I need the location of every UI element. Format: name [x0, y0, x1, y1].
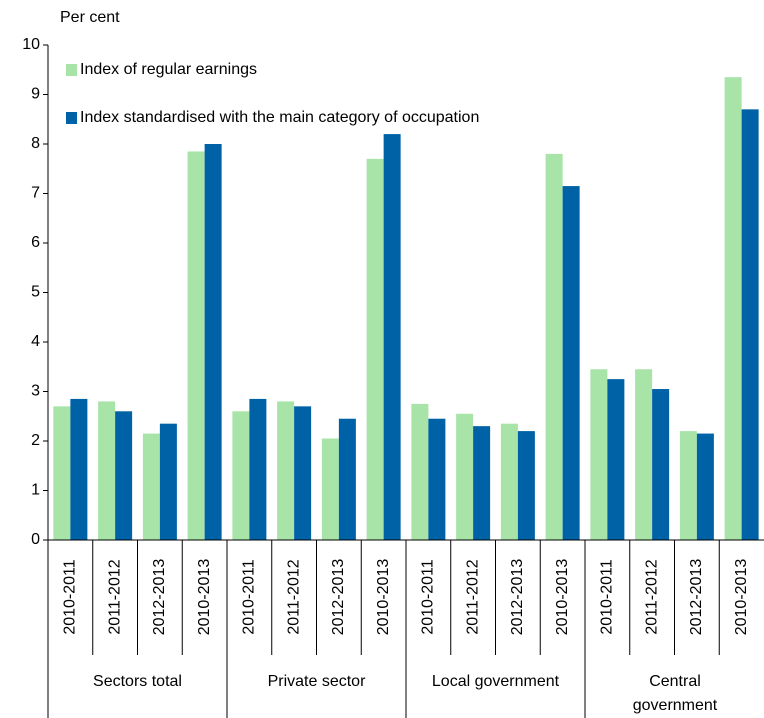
y-tick-label: 5	[31, 284, 40, 301]
y-tick-label: 3	[31, 383, 40, 400]
x-tick-label: 2010-2011	[599, 559, 616, 634]
bar	[70, 398, 88, 540]
y-tick-label: 8	[31, 135, 40, 152]
x-tick-label: 2011-2012	[106, 559, 123, 634]
group-label: Local government	[431, 673, 560, 690]
y-tick-label: 9	[31, 86, 40, 103]
bar	[517, 431, 535, 540]
bar	[277, 401, 295, 540]
bar	[590, 369, 608, 540]
bar	[366, 158, 384, 540]
x-tick-label: 2011-2012	[285, 559, 302, 634]
group-label: Sectors total	[93, 673, 182, 690]
bar	[473, 426, 491, 540]
x-tick-label: 2010-2013	[196, 559, 213, 636]
bar	[456, 413, 474, 540]
bar	[187, 151, 205, 541]
bar	[724, 77, 742, 541]
bar	[652, 389, 670, 540]
bar	[159, 423, 177, 540]
bar	[500, 423, 518, 540]
bar	[115, 411, 133, 540]
legend-label: Index of regular earnings	[80, 61, 257, 78]
bar	[411, 403, 429, 540]
bar	[607, 379, 625, 540]
x-tick-label: 2011-2012	[643, 559, 660, 634]
x-tick-label: 2010-2011	[241, 559, 258, 634]
bar	[321, 438, 339, 540]
x-tick-label: 2011-2012	[464, 559, 481, 634]
group-label: Central government	[632, 673, 718, 714]
x-tick-label: 2012-2013	[151, 559, 168, 636]
bar	[249, 398, 267, 540]
bar	[741, 109, 759, 540]
bar	[53, 406, 71, 540]
x-tick-label: 2010-2013	[375, 559, 392, 636]
y-tick-label: 0	[31, 531, 40, 548]
legend-label: Index standardised with the main categor…	[80, 109, 479, 126]
x-tick-label: 2010-2013	[733, 559, 750, 636]
x-tick-label: 2010-2013	[554, 559, 571, 636]
bar	[98, 401, 116, 540]
group-label: Private sector	[267, 673, 366, 690]
bar	[204, 144, 222, 540]
bar	[696, 433, 714, 540]
legend-swatch	[66, 64, 77, 76]
y-tick-label: 6	[31, 234, 40, 251]
bar	[338, 418, 356, 540]
bar	[635, 369, 653, 540]
bar	[562, 186, 580, 540]
y-tick-label: 10	[22, 36, 40, 53]
bar	[142, 433, 160, 540]
bar	[294, 406, 312, 540]
x-tick-label: 2012-2013	[509, 559, 526, 636]
bar	[545, 153, 563, 540]
x-tick-label: 2010-2011	[62, 559, 79, 634]
y-axis-label: Per cent	[60, 9, 120, 26]
bar	[383, 134, 401, 540]
bar	[679, 431, 697, 540]
bar	[232, 411, 250, 540]
bar	[428, 418, 446, 540]
x-tick-label: 2012-2013	[330, 559, 347, 636]
x-tick-label: 2010-2011	[420, 559, 437, 634]
y-tick-label: 2	[31, 432, 40, 449]
legend-swatch	[66, 112, 77, 124]
y-tick-label: 1	[31, 482, 40, 499]
y-tick-label: 4	[31, 333, 40, 350]
y-tick-label: 7	[31, 185, 40, 202]
x-tick-label: 2012-2013	[688, 559, 705, 636]
